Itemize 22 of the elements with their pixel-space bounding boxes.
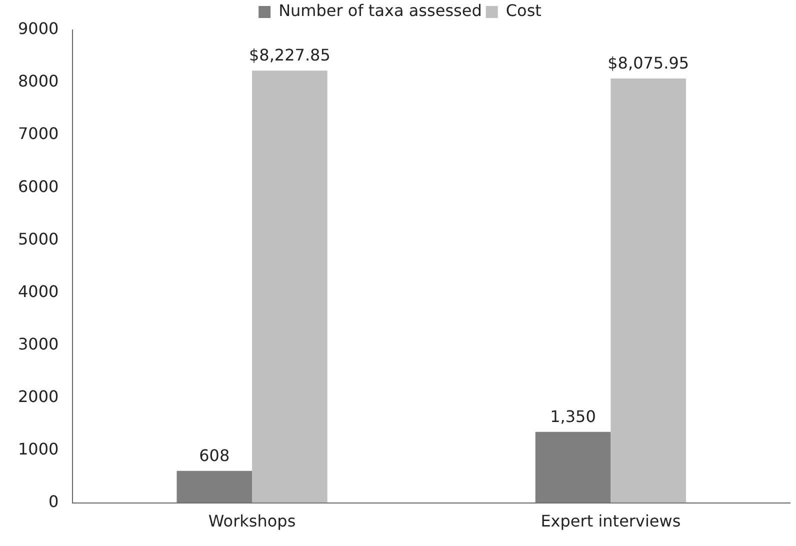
y-tick-label: 0 [48,492,59,511]
y-tick-label: 3000 [18,334,59,354]
y-tick-label: 6000 [18,176,59,196]
y-tick-label: 9000 [18,19,59,38]
bar [535,432,611,503]
x-tick-label: Workshops [208,512,296,531]
legend-label: Cost [506,1,542,20]
data-label: 1,350 [550,407,596,426]
y-tick-label: 4000 [18,282,59,301]
y-tick-label: 1000 [18,439,59,458]
legend-label: Number of taxa assessed [278,1,482,20]
bar [610,78,686,503]
x-tick-label: Expert interviews [540,512,681,531]
y-tick-label: 7000 [18,124,59,144]
data-label: 608 [199,446,230,466]
y-tick-label: 8000 [18,72,59,91]
data-label: $8,227.85 [248,46,330,65]
y-tick-label: 5000 [18,229,59,248]
bar [252,70,328,503]
y-tick-label: 2000 [18,386,59,406]
bar [176,470,252,503]
data-label: $8,075.95 [608,54,690,73]
